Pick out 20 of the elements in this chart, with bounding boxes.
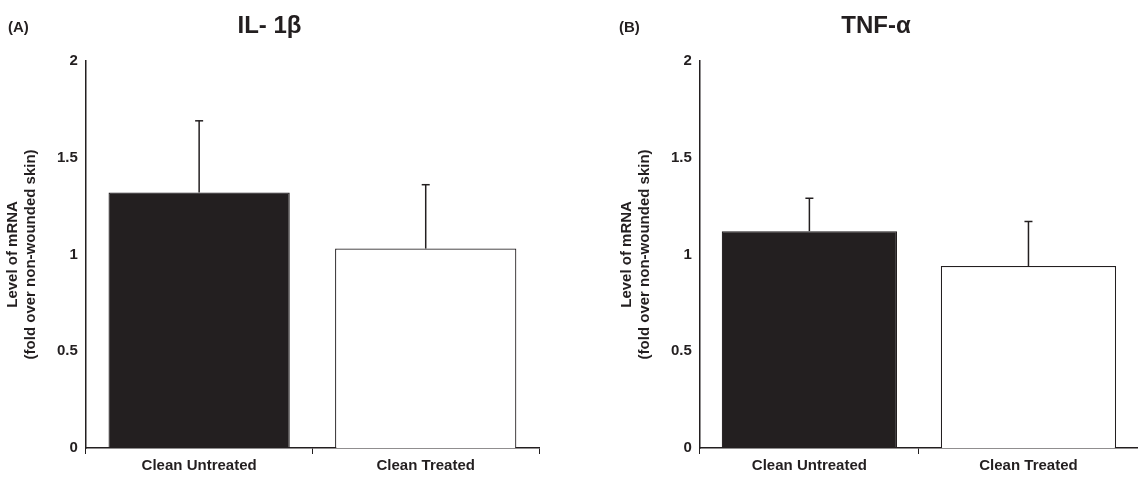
y-tick-label: 1 bbox=[683, 244, 692, 262]
y-tick-label: 1.5 bbox=[670, 147, 692, 165]
y-tick-label: 0 bbox=[69, 438, 78, 456]
y-tick-label: 0.5 bbox=[56, 341, 78, 359]
y-tick-label: 2 bbox=[683, 50, 692, 68]
y-tick-label: 0 bbox=[683, 438, 692, 456]
x-tick-label: Clean Treated bbox=[376, 456, 475, 474]
x-tick-label: Clean Untreated bbox=[751, 456, 867, 474]
y-axis-title: Level of mRNA (fold over non-wounded skin) bbox=[617, 149, 653, 360]
y-axis-title: Level of mRNA (fold over non-wounded skin) bbox=[3, 149, 39, 360]
x-tick-label: Clean Untreated bbox=[141, 456, 257, 474]
text: (A) bbox=[8, 17, 29, 35]
x-tick-label: Clean Treated bbox=[979, 456, 1078, 474]
text: (B) bbox=[619, 17, 640, 35]
chart-title: IL- 1β bbox=[237, 11, 302, 39]
y-tick-label: 2 bbox=[69, 50, 78, 68]
y-tick-label: 0.5 bbox=[670, 341, 692, 359]
y-tick-label: 1.5 bbox=[56, 147, 78, 165]
chart-title: TNF-α bbox=[841, 11, 911, 39]
y-tick-label: 1 bbox=[69, 244, 78, 262]
